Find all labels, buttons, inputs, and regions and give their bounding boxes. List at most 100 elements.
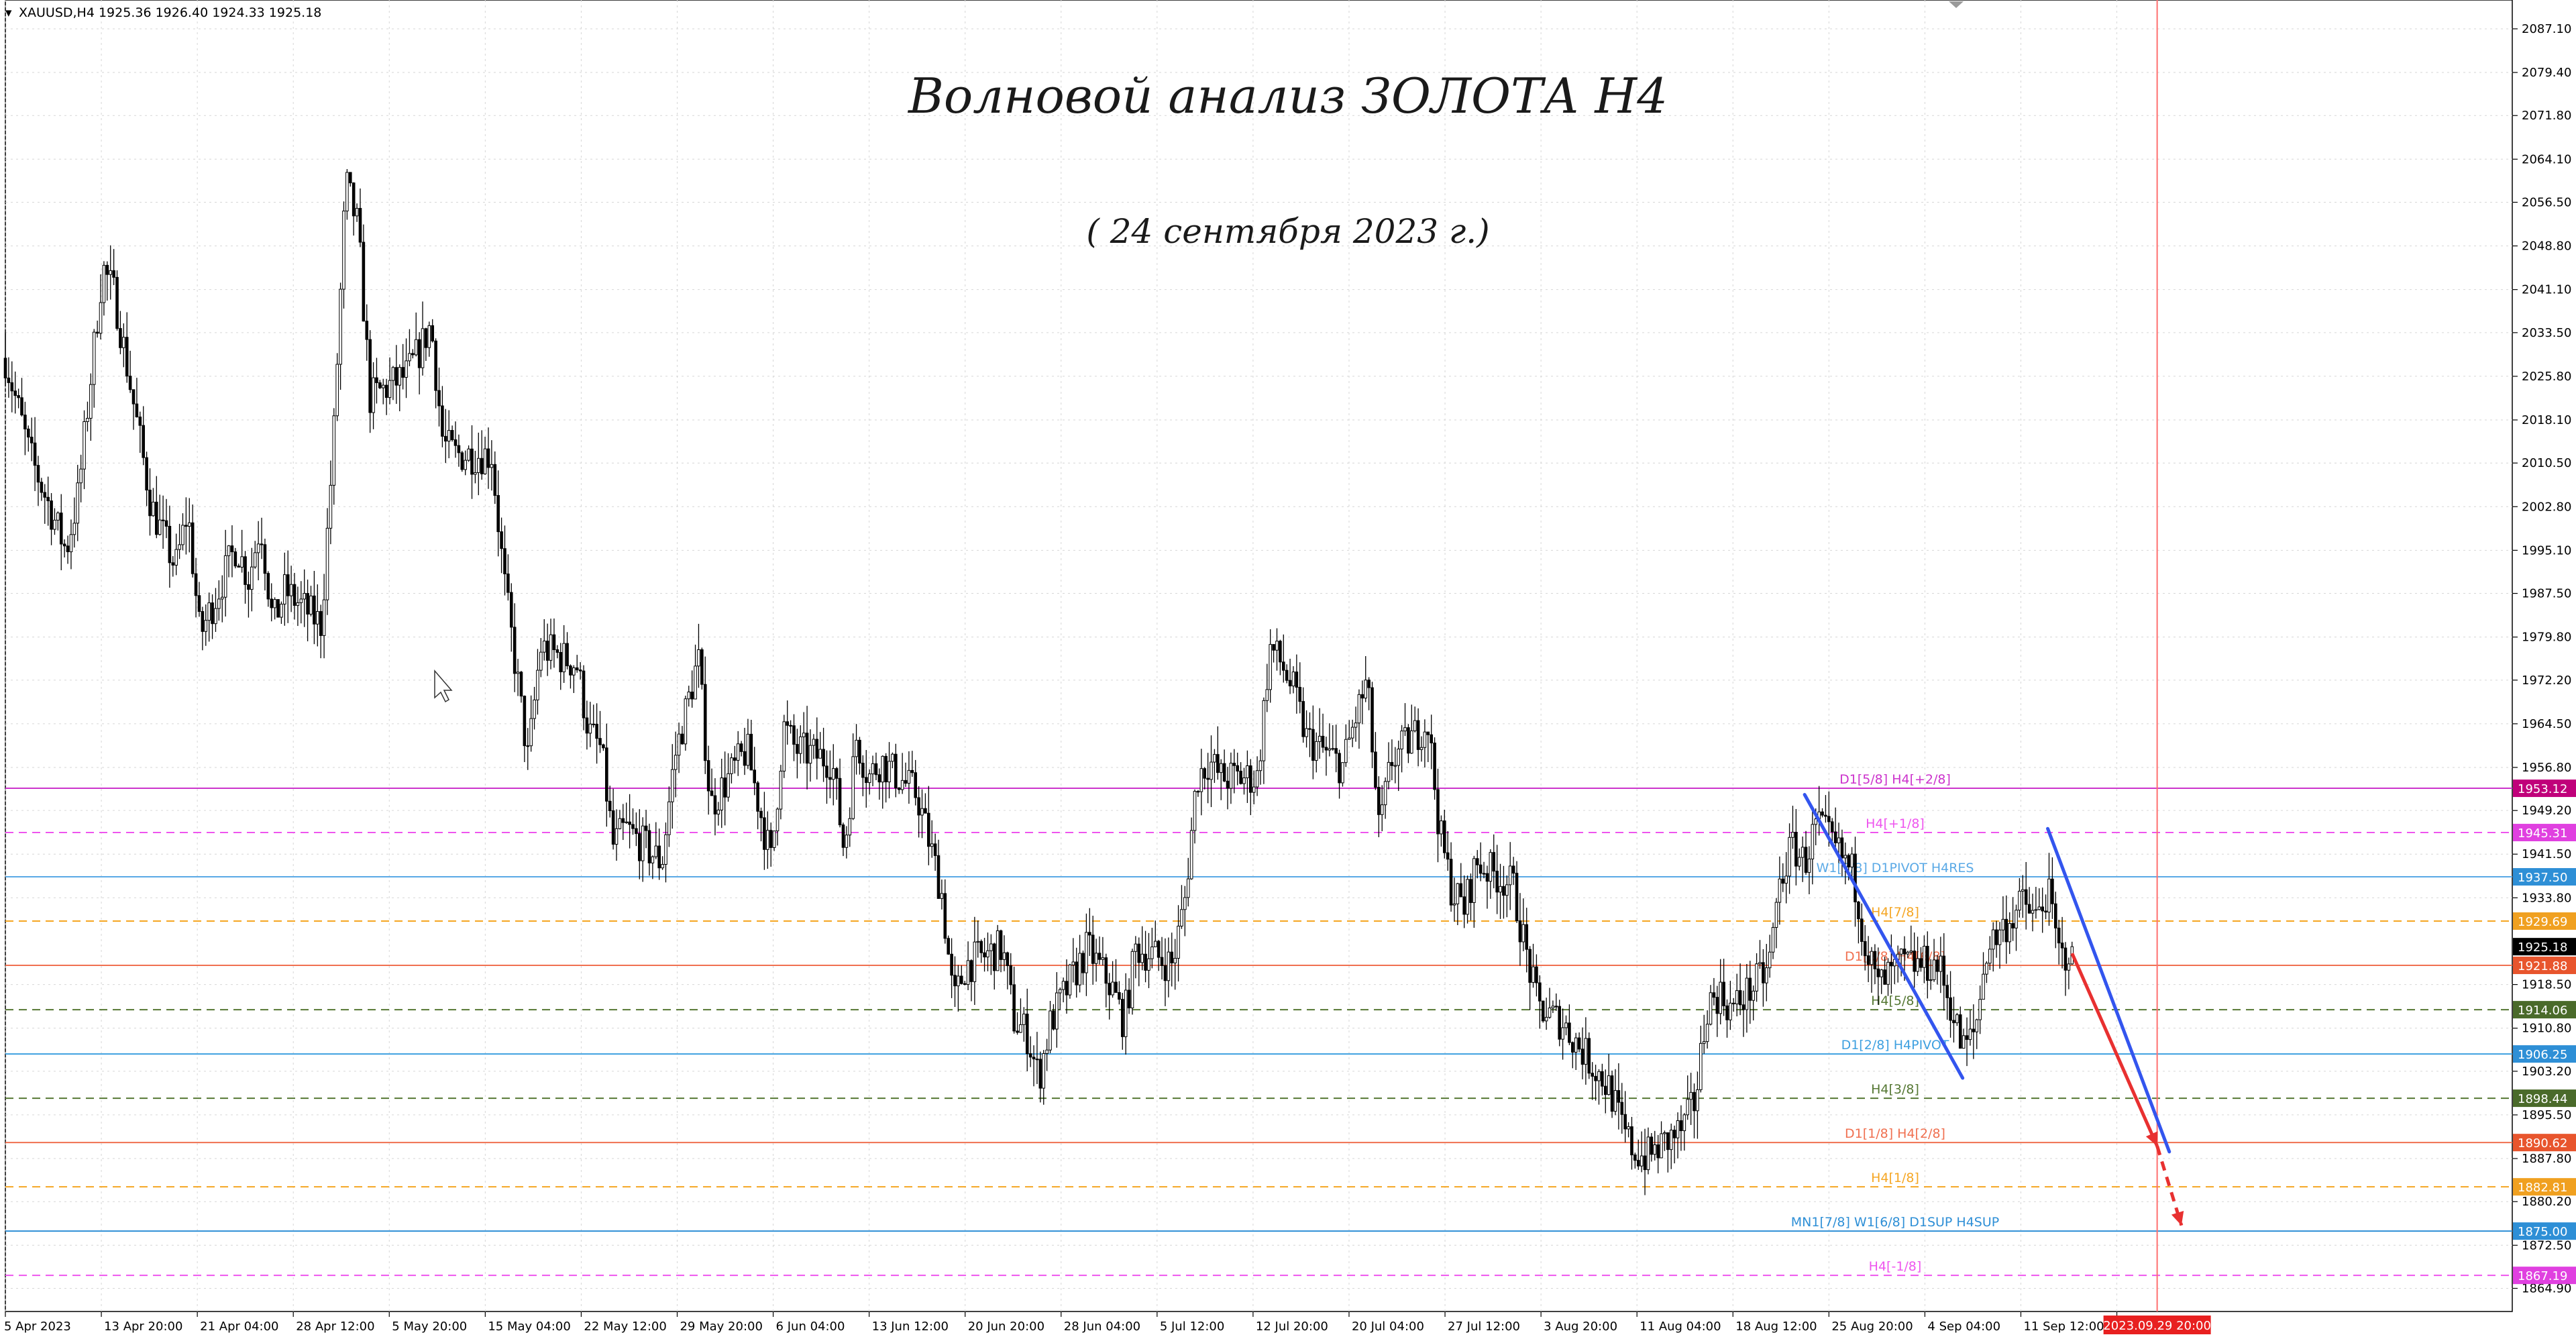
candle-body <box>529 718 533 747</box>
time-label: 11 Aug 04:00 <box>1640 1320 1721 1334</box>
price-label: 1949.20 <box>2522 804 2571 818</box>
price-label: 1864.90 <box>2522 1281 2571 1295</box>
time-label: 11 Sep 12:00 <box>2023 1320 2104 1334</box>
candle-body <box>467 448 470 461</box>
candle-body <box>1338 753 1341 784</box>
candle-body <box>1479 864 1483 874</box>
candle-body <box>959 975 963 984</box>
candle-body <box>148 490 152 517</box>
candle-body <box>152 501 155 517</box>
candle-body <box>1012 984 1016 1032</box>
candle-body <box>2011 923 2015 928</box>
candle-body <box>1045 1049 1049 1054</box>
candle-body <box>158 519 162 535</box>
level-price-text: 1937.50 <box>2518 871 2567 885</box>
candle-body <box>1620 1102 1624 1115</box>
candle-body <box>240 556 244 568</box>
candle-body <box>1258 760 1263 771</box>
candle-body <box>598 738 602 745</box>
candle-body <box>1061 981 1065 990</box>
candle-body <box>1281 661 1285 671</box>
candle-body <box>966 960 970 985</box>
candle-body <box>92 331 96 385</box>
candles <box>3 169 2074 1195</box>
candle-body <box>877 774 881 783</box>
candle-body <box>549 634 553 661</box>
candle-body <box>411 353 415 356</box>
candle-body <box>2004 918 2008 943</box>
candle-body <box>1383 781 1387 806</box>
candle-body <box>1157 941 1161 958</box>
candle-body <box>1748 977 1752 1001</box>
candle-body <box>2037 906 2041 910</box>
price-label: 1872.50 <box>2522 1238 2571 1252</box>
candle-body <box>1153 941 1157 947</box>
candle-body <box>1705 1024 1709 1042</box>
candle-body <box>211 602 214 625</box>
candle-body <box>368 339 372 413</box>
candle-body <box>1127 989 1131 1009</box>
candle-body <box>1975 1019 1979 1032</box>
menu-arrow-icon[interactable]: ▾ <box>5 5 12 20</box>
time-axis[interactable]: 5 Apr 2023 13 Apr 20:00 21 Apr 04:00 28 Apr… <box>4 1311 2211 1334</box>
price-label: 1979.80 <box>2522 631 2571 645</box>
candle-body <box>401 367 405 378</box>
candle-body <box>79 468 83 484</box>
candle-body <box>588 723 592 734</box>
candle-body <box>378 382 382 388</box>
candle-body <box>1314 741 1318 761</box>
price-label: 1972.20 <box>2522 674 2571 688</box>
level-price-text: 1898.44 <box>2518 1092 2567 1106</box>
candle-body <box>1656 1144 1660 1159</box>
candle-body <box>1357 694 1361 724</box>
candle-body <box>1301 701 1305 737</box>
candle-body <box>470 448 474 475</box>
candle-body <box>1009 965 1013 985</box>
candle-body <box>552 634 556 650</box>
price-label: 2025.80 <box>2522 370 2571 384</box>
level-price-badge <box>2513 868 2576 886</box>
candle-body <box>332 415 336 486</box>
candle-body <box>1840 837 1844 859</box>
candle-body <box>582 670 586 718</box>
forecast-arrow-dashed <box>2155 1145 2184 1226</box>
price-label: 2033.50 <box>2522 326 2571 340</box>
candle-body <box>680 733 684 745</box>
candle-body <box>1699 1042 1703 1090</box>
candle-body <box>841 824 845 848</box>
candle-body <box>513 627 517 674</box>
candle-body <box>1883 969 1886 985</box>
candle-body <box>1610 1075 1614 1112</box>
candle-body <box>1558 1006 1562 1040</box>
candle-body <box>1564 1022 1568 1028</box>
candle-body <box>201 611 205 632</box>
candle-body <box>362 242 366 322</box>
candle-body <box>1222 763 1226 782</box>
candle-body <box>1880 969 1883 977</box>
candle-body <box>253 552 257 568</box>
candle-body <box>72 523 76 535</box>
candle-body <box>375 377 378 384</box>
candle-body <box>437 390 441 407</box>
candle-body <box>963 983 967 985</box>
candle-body <box>614 828 619 845</box>
candle-body <box>753 769 757 784</box>
candle-body <box>1446 852 1450 860</box>
price-label: 1956.80 <box>2522 761 2571 775</box>
candle-body <box>1226 780 1230 789</box>
candle-body <box>316 610 319 625</box>
candle-body <box>384 384 388 398</box>
candle-body <box>904 780 908 784</box>
candle-body <box>1318 735 1322 742</box>
candle-body <box>545 641 549 661</box>
candle-body <box>1731 1002 1735 1004</box>
candle-body <box>69 534 73 553</box>
candle-body <box>2044 910 2047 913</box>
time-label: 28 Apr 12:00 <box>296 1320 374 1334</box>
candle-body <box>1052 1010 1055 1030</box>
price-axis[interactable]: 2087.10 2079.40 2071.80 2064.10 2056.50 2048.… <box>2512 22 2576 1296</box>
candle-body <box>1134 943 1138 952</box>
level-price-text: 1906.25 <box>2518 1048 2567 1062</box>
